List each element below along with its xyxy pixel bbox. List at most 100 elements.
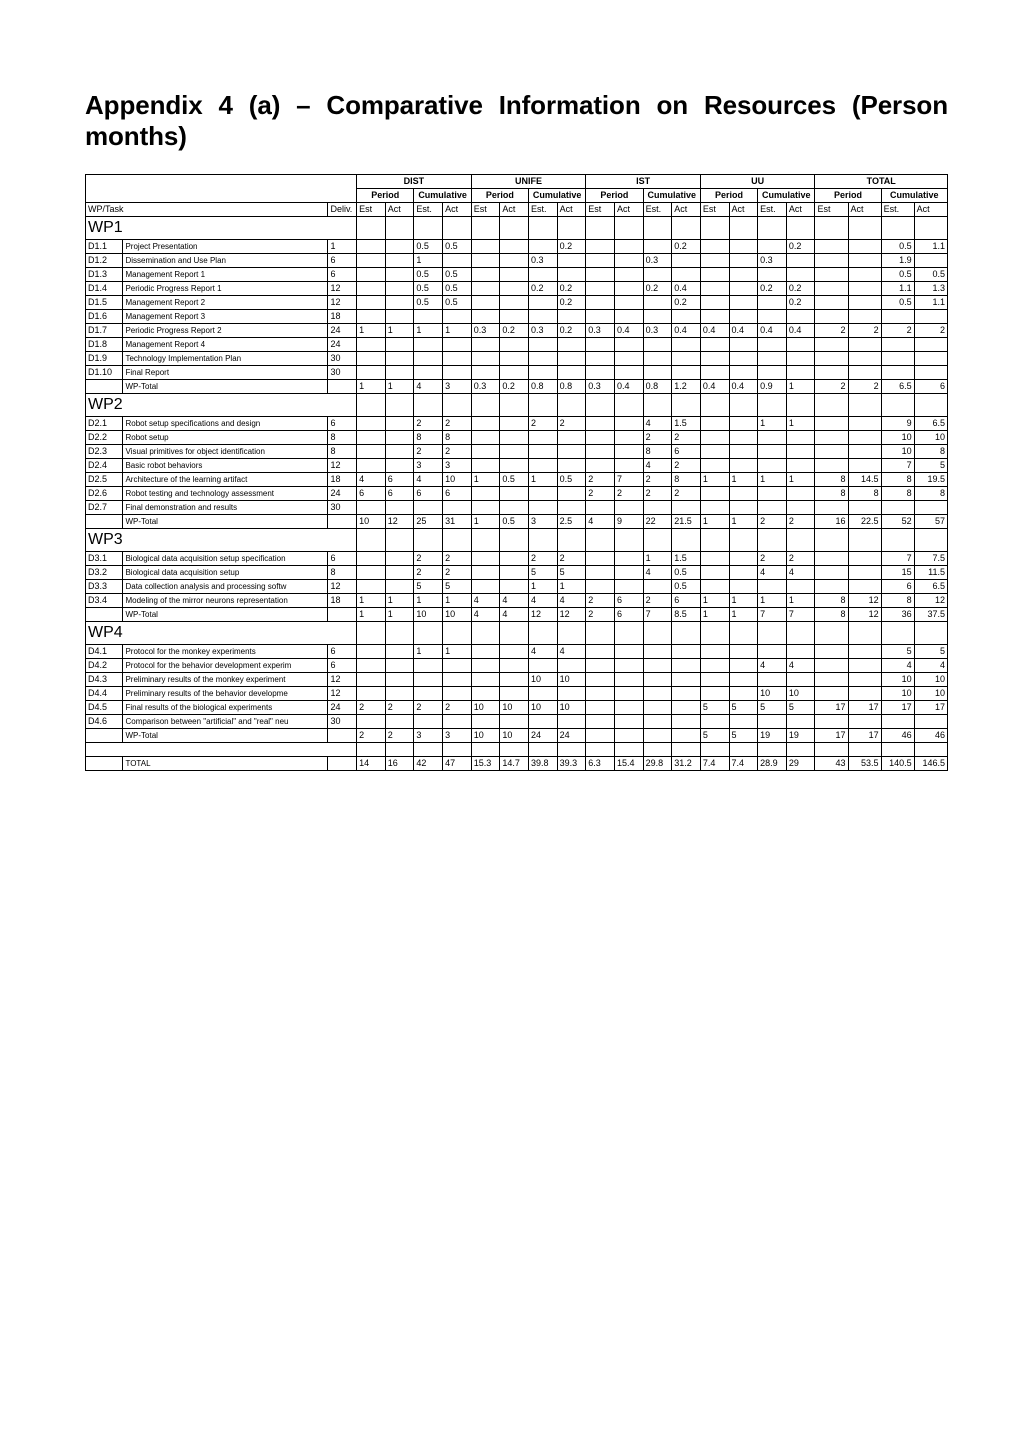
cell bbox=[729, 487, 758, 501]
cell bbox=[529, 445, 558, 459]
row-id: D1.7 bbox=[86, 324, 123, 338]
cell: 3 bbox=[414, 729, 443, 743]
cell bbox=[729, 459, 758, 473]
cell bbox=[758, 487, 787, 501]
cell: 0.2 bbox=[557, 282, 586, 296]
cell bbox=[914, 338, 947, 352]
cell bbox=[586, 566, 615, 580]
cell: 0.3 bbox=[586, 324, 615, 338]
cell: 8 bbox=[815, 608, 848, 622]
cell bbox=[729, 431, 758, 445]
resources-table: DISTUNIFEISTUUTOTALPeriodCumulativePerio… bbox=[85, 174, 948, 771]
cell bbox=[357, 445, 386, 459]
row-deliv: 6 bbox=[328, 417, 357, 431]
cell bbox=[700, 715, 729, 729]
cell: 6 bbox=[614, 594, 643, 608]
cell: 6 bbox=[614, 608, 643, 622]
cell bbox=[700, 352, 729, 366]
cell: 1 bbox=[414, 254, 443, 268]
cell: 8 bbox=[914, 487, 947, 501]
row-name: Final results of the biological experime… bbox=[123, 701, 328, 715]
cell: 25 bbox=[414, 515, 443, 529]
cell: 31 bbox=[443, 515, 472, 529]
cell bbox=[643, 673, 672, 687]
row-name: Robot setup specifications and design bbox=[123, 417, 328, 431]
cell bbox=[643, 366, 672, 380]
row-name: Management Report 2 bbox=[123, 296, 328, 310]
cell bbox=[848, 282, 881, 296]
cell: 10 bbox=[786, 687, 815, 701]
cell bbox=[881, 366, 914, 380]
cell bbox=[586, 282, 615, 296]
cell bbox=[643, 580, 672, 594]
cell bbox=[700, 487, 729, 501]
cell: 2 bbox=[586, 487, 615, 501]
row-id: D1.8 bbox=[86, 338, 123, 352]
row-deliv: 30 bbox=[328, 352, 357, 366]
cell bbox=[700, 338, 729, 352]
cell: 5 bbox=[700, 729, 729, 743]
cell bbox=[614, 268, 643, 282]
cell bbox=[614, 240, 643, 254]
cell bbox=[672, 729, 701, 743]
cell: 2 bbox=[443, 701, 472, 715]
cell bbox=[643, 701, 672, 715]
cell: 4 bbox=[914, 659, 947, 673]
cell: 14.5 bbox=[848, 473, 881, 487]
row-deliv: 24 bbox=[328, 338, 357, 352]
cell: 1.2 bbox=[672, 380, 701, 394]
cell bbox=[586, 552, 615, 566]
cell bbox=[529, 501, 558, 515]
row-id: D1.6 bbox=[86, 310, 123, 324]
cell: 7.5 bbox=[914, 552, 947, 566]
cell bbox=[672, 268, 701, 282]
cell bbox=[586, 310, 615, 324]
row-id: D2.5 bbox=[86, 473, 123, 487]
row-name: Periodic Progress Report 2 bbox=[123, 324, 328, 338]
cell: 8 bbox=[414, 431, 443, 445]
cell: 1 bbox=[786, 380, 815, 394]
cell bbox=[758, 645, 787, 659]
cell bbox=[848, 310, 881, 324]
cell: 0.8 bbox=[529, 380, 558, 394]
row-name: Technology Implementation Plan bbox=[123, 352, 328, 366]
cell: 4 bbox=[471, 594, 500, 608]
cell bbox=[672, 338, 701, 352]
cell bbox=[586, 501, 615, 515]
cell: 2 bbox=[914, 324, 947, 338]
cell: 24 bbox=[529, 729, 558, 743]
row-id: D2.6 bbox=[86, 487, 123, 501]
cell bbox=[848, 566, 881, 580]
cell bbox=[500, 459, 529, 473]
cell bbox=[815, 715, 848, 729]
cell bbox=[700, 566, 729, 580]
cell bbox=[471, 296, 500, 310]
cell: 1 bbox=[357, 608, 386, 622]
cell bbox=[500, 282, 529, 296]
cell bbox=[557, 459, 586, 473]
cell bbox=[700, 240, 729, 254]
cell: 6 bbox=[443, 487, 472, 501]
cell: 0.5 bbox=[672, 580, 701, 594]
cell bbox=[700, 580, 729, 594]
row-name: Modeling of the mirror neurons represent… bbox=[123, 594, 328, 608]
cell bbox=[815, 659, 848, 673]
cell: 2 bbox=[385, 701, 414, 715]
row-deliv: 8 bbox=[328, 566, 357, 580]
row-name: Management Report 4 bbox=[123, 338, 328, 352]
row-id bbox=[86, 515, 123, 529]
cell: 10 bbox=[914, 687, 947, 701]
cell: 53.5 bbox=[848, 757, 881, 771]
cell: 8 bbox=[643, 445, 672, 459]
cell: 140.5 bbox=[881, 757, 914, 771]
cell bbox=[643, 501, 672, 515]
cell bbox=[786, 645, 815, 659]
cell bbox=[815, 645, 848, 659]
cell bbox=[357, 240, 386, 254]
row-id: D2.4 bbox=[86, 459, 123, 473]
cell bbox=[729, 282, 758, 296]
cell: 0.8 bbox=[557, 380, 586, 394]
cell: 2 bbox=[443, 552, 472, 566]
cell bbox=[414, 352, 443, 366]
cell: 1 bbox=[385, 594, 414, 608]
